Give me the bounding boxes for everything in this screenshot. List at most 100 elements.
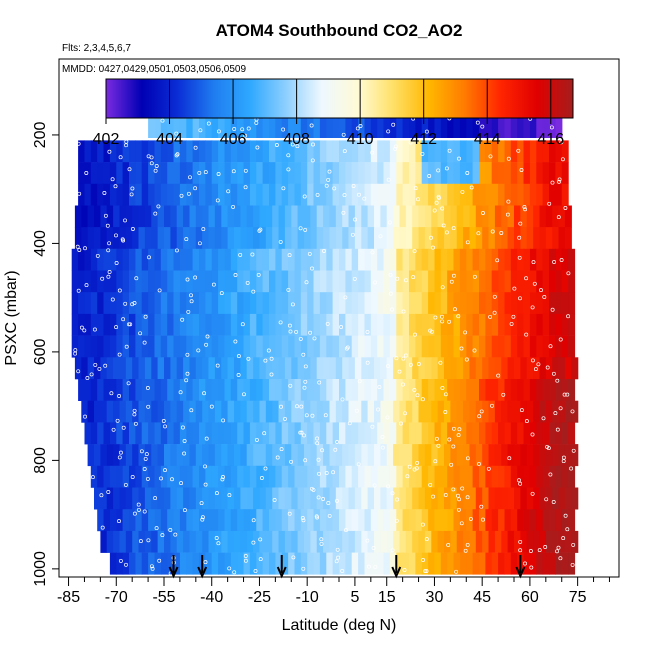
heatmap-cell (160, 162, 168, 185)
heatmap-cell (167, 552, 175, 575)
heatmap-cell (205, 162, 213, 185)
heatmap-cell (179, 140, 187, 163)
heatmap-cell (396, 509, 404, 532)
heatmap-cell (329, 444, 337, 467)
heatmap-cell (183, 227, 191, 250)
observation-point (163, 424, 167, 429)
observation-point (85, 376, 90, 380)
heatmap-cell (402, 140, 410, 163)
heatmap-cell (256, 162, 264, 185)
heatmap-cell (160, 422, 168, 445)
heatmap-cell (539, 444, 547, 467)
heatmap-cell (523, 379, 531, 401)
heatmap-cell (116, 248, 124, 271)
heatmap-cell (164, 400, 171, 423)
observation-point (205, 334, 210, 339)
observation-point (245, 280, 250, 285)
heatmap-cell (469, 400, 477, 423)
heatmap-cell (545, 530, 553, 553)
heatmap-cell (237, 162, 245, 185)
heatmap-cell (259, 357, 267, 380)
heatmap-cell (428, 183, 436, 206)
heatmap-cell (421, 116, 429, 138)
colorbar-tick-label: 410 (347, 131, 374, 148)
heatmap-cell (262, 116, 270, 138)
heatmap-cell (421, 335, 429, 358)
observation-point (550, 307, 555, 312)
heatmap-cell (424, 400, 432, 423)
heatmap-cell (348, 444, 356, 467)
heatmap-cell (179, 292, 187, 315)
heatmap-cell (294, 379, 302, 401)
observation-point (373, 280, 378, 285)
heatmap-cell (307, 292, 315, 315)
heatmap-cell (389, 335, 397, 358)
heatmap-cell (402, 183, 410, 206)
heatmap-cell (558, 357, 566, 380)
heatmap-cell (230, 116, 238, 138)
observation-point (118, 558, 123, 563)
observation-point (232, 127, 237, 131)
heatmap-cell (393, 357, 401, 380)
heatmap-cell (90, 422, 98, 445)
heatmap-cell (453, 248, 461, 271)
observation-point (433, 315, 438, 320)
heatmap-cell (348, 487, 356, 510)
heatmap-cell (326, 313, 334, 336)
heatmap-cell (151, 444, 159, 467)
heatmap-cell (396, 292, 404, 315)
observation-point (126, 381, 131, 386)
heatmap-cell (167, 162, 175, 185)
heatmap-cell (125, 400, 133, 423)
observation-point (203, 170, 208, 175)
heatmap-cell (129, 422, 136, 445)
flight-arrow-head (515, 566, 526, 579)
heatmap-cell (307, 162, 315, 185)
observation-point (83, 246, 87, 251)
observation-point (523, 207, 528, 212)
observation-point (344, 528, 348, 533)
heatmap-cell (106, 357, 114, 380)
heatmap-cell (109, 509, 117, 532)
observation-point (557, 177, 562, 182)
heatmap-cell (463, 357, 471, 380)
heatmap-cell (109, 313, 117, 336)
heatmap-cell (555, 140, 563, 163)
heatmap-cell (310, 400, 318, 423)
heatmap-cell (275, 183, 283, 206)
heatmap-cell (243, 552, 251, 575)
observation-point (552, 260, 557, 264)
heatmap-cell (421, 552, 429, 575)
heatmap-cell (230, 552, 238, 575)
heatmap-cell (288, 248, 296, 271)
observation-point (434, 436, 439, 441)
heatmap-cell (173, 313, 181, 336)
heatmap-cell (380, 487, 388, 510)
heatmap-cell (326, 292, 334, 315)
heatmap-cell (97, 313, 105, 336)
heatmap-cell (129, 552, 136, 575)
heatmap-cell (529, 379, 537, 401)
heatmap-cell (237, 335, 245, 358)
heatmap-cell (415, 270, 423, 293)
heatmap-cell (479, 140, 486, 163)
observation-point (303, 379, 308, 384)
heatmap-cell (514, 205, 521, 228)
heatmap-cell (291, 357, 299, 380)
heatmap-cell (412, 530, 420, 553)
heatmap-cell (440, 379, 448, 401)
heatmap-cell (479, 465, 486, 488)
heatmap-cell (205, 183, 213, 206)
heatmap-cell (345, 292, 353, 315)
observation-point (324, 183, 329, 188)
heatmap-cell (447, 292, 455, 315)
observation-point (170, 477, 174, 482)
observation-point (117, 519, 121, 524)
heatmap-cell (186, 465, 194, 488)
observation-point (531, 260, 536, 265)
heatmap-cell (269, 379, 276, 401)
heatmap-cell (342, 205, 350, 228)
heatmap-cell (377, 465, 385, 488)
heatmap-cell (141, 335, 149, 358)
heatmap-cell (316, 227, 324, 250)
